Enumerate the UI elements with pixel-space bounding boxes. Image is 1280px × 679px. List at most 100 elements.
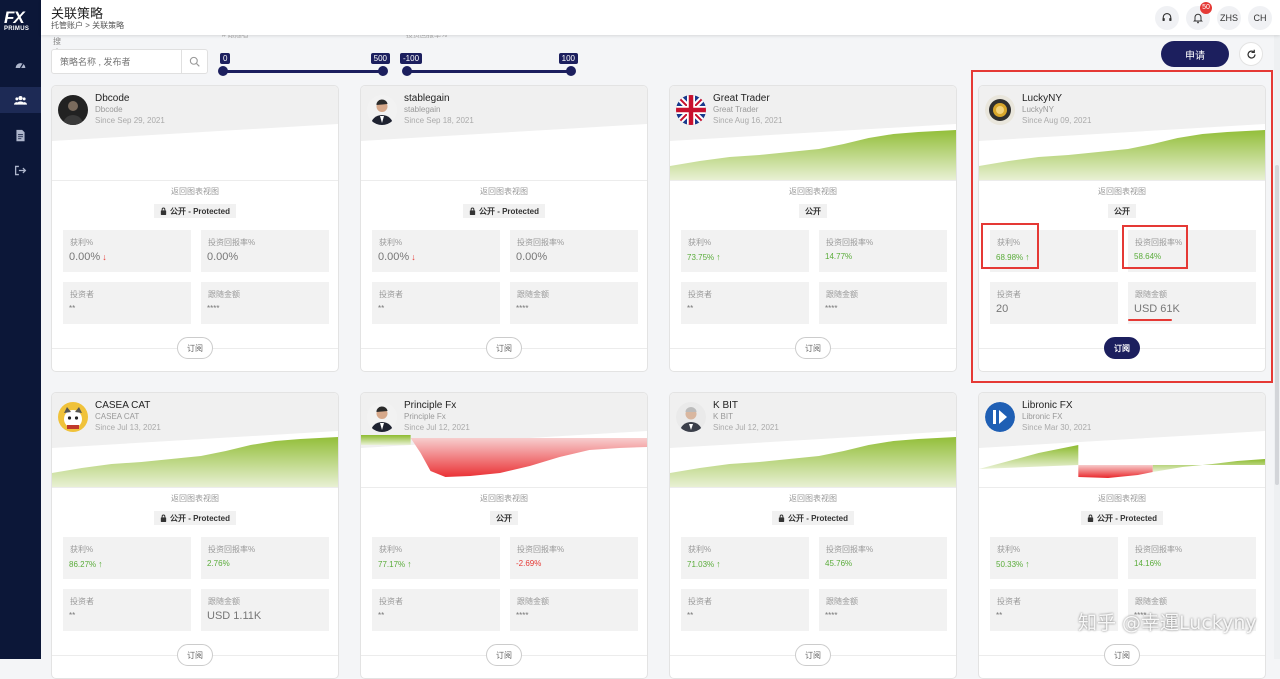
roi-value: 14.16% [1134, 559, 1162, 568]
notification-badge: 50 [1200, 2, 1212, 14]
slider-min-handle[interactable] [402, 66, 412, 76]
visibility-tag: 公开 - Protected [153, 511, 237, 525]
strategy-name[interactable]: stablegain [404, 93, 450, 104]
card-header-bg [979, 86, 1265, 141]
subscribe-button[interactable]: 订阅 [486, 337, 522, 359]
fxprimus-logo[interactable]: FX PRIMUS [4, 8, 38, 36]
profit-number: 73.75% [687, 253, 715, 262]
slider-min-handle[interactable] [218, 66, 228, 76]
refresh-button[interactable] [1239, 42, 1263, 66]
profit-label: 获利% [70, 545, 94, 554]
back-to-chart-link[interactable]: 返回图表视图 [171, 494, 219, 503]
roi-slider[interactable]: 投资回报率% -100 100 [400, 32, 578, 76]
strategy-since: Since Sep 29, 2021 [95, 116, 165, 125]
refresh-icon [1247, 49, 1256, 59]
search-icon[interactable] [181, 50, 207, 73]
strategy-card[interactable]: Principle Fx Principle Fx Since Jul 12, … [360, 392, 648, 679]
strategy-card[interactable]: stablegain stablegain Since Sep 18, 2021… [360, 85, 648, 372]
breadcrumb[interactable]: 托管账户 > 关联策略 [51, 21, 125, 30]
profit-number: 0.00% [378, 251, 410, 263]
strategy-name[interactable]: LuckyNY [1022, 93, 1063, 104]
visibility-tag: 公开 - Protected [153, 204, 237, 218]
performance-chart[interactable] [670, 124, 956, 181]
subscribe-button[interactable]: 订阅 [177, 337, 213, 359]
visibility-tag: 公开 [490, 511, 518, 525]
logo-fx: FX [4, 8, 25, 27]
strategy-since: Since Jul 12, 2021 [404, 423, 470, 432]
subscribe-button[interactable]: 订阅 [486, 644, 522, 666]
strategy-avatar[interactable] [367, 402, 397, 432]
strategy-name[interactable]: Libronic FX [1022, 400, 1073, 411]
subscribe-button[interactable]: 订阅 [795, 337, 831, 359]
search-input[interactable] [52, 50, 180, 73]
strategy-card[interactable]: Dbcode Dbcode Since Sep 29, 2021 返回图表视图 … [51, 85, 339, 372]
logout-icon[interactable] [0, 157, 41, 183]
page-scrollbar[interactable] [1274, 35, 1280, 659]
strategy-name[interactable]: Great Trader [713, 93, 770, 104]
profit-stat: 获利% 71.03% ↑ [681, 537, 809, 579]
strategy-avatar[interactable] [985, 402, 1015, 432]
highlight-box-profit [981, 223, 1039, 269]
strategy-card[interactable]: K BIT K BIT Since Jul 12, 2021 返回图表视图 公开… [669, 392, 957, 679]
users-icon[interactable] [0, 87, 41, 113]
back-to-chart-link[interactable]: 返回图表视图 [171, 187, 219, 196]
strategy-name[interactable]: K BIT [713, 400, 739, 411]
back-to-chart-link[interactable]: 返回图表视图 [789, 187, 837, 196]
user-photo-avatar [367, 402, 397, 432]
strategy-avatar[interactable] [985, 95, 1015, 125]
language-button[interactable]: ZHS [1217, 6, 1241, 30]
strategy-card[interactable]: LuckyNY LuckyNY Since Aug 09, 2021 返回图表视… [978, 85, 1266, 372]
strategy-avatar[interactable] [58, 95, 88, 125]
scrollbar-thumb[interactable] [1275, 165, 1279, 485]
lock-icon [160, 207, 167, 215]
profit-value: 0.00% ↓ [69, 251, 107, 263]
performance-chart[interactable] [979, 124, 1265, 181]
back-to-chart-link[interactable]: 返回图表视图 [1098, 187, 1146, 196]
profit-number: 50.33% [996, 560, 1024, 569]
profit-value: 86.27% ↑ [69, 559, 103, 569]
notifications-button[interactable]: 50 [1186, 2, 1212, 30]
back-to-chart-link[interactable]: 返回图表视图 [480, 187, 528, 196]
performance-chart[interactable] [979, 431, 1265, 488]
document-icon[interactable] [0, 122, 41, 148]
strategy-card[interactable]: Great Trader Great Trader Since Aug 16, … [669, 85, 957, 372]
strategy-avatar[interactable] [58, 402, 88, 432]
strategy-card[interactable]: CASEA CAT CASEA CAT Since Jul 13, 2021 返… [51, 392, 339, 679]
back-to-chart-link[interactable]: 返回图表视图 [789, 494, 837, 503]
subscribe-button[interactable]: 订阅 [177, 644, 213, 666]
lock-icon [1087, 514, 1094, 522]
strategy-avatar[interactable] [367, 95, 397, 125]
investors-value: ** [687, 304, 694, 313]
lock-icon [160, 514, 167, 522]
back-to-chart-link[interactable]: 返回图表视图 [480, 494, 528, 503]
performance-chart[interactable] [670, 431, 956, 488]
followers-slider[interactable]: # 跟随者 0 500 [218, 32, 390, 76]
slider-max-handle[interactable] [566, 66, 576, 76]
apply-button[interactable]: 申请 [1161, 41, 1229, 67]
strategy-card[interactable]: Libronic FX Libronic FX Since Mar 30, 20… [978, 392, 1266, 679]
follow-amount-label: 跟随金额 [517, 290, 549, 299]
roi-label: 投资回报率% [1135, 545, 1183, 554]
dashboard-icon[interactable] [0, 52, 41, 78]
strategy-name[interactable]: Principle Fx [404, 400, 457, 411]
strategy-avatar[interactable] [676, 402, 706, 432]
follow-amount-stat: 跟随金额 **** [819, 282, 947, 324]
follow-amount-stat: 跟随金额 **** [510, 282, 638, 324]
strategy-name[interactable]: CASEA CAT [95, 400, 151, 411]
investors-label: 投资者 [379, 290, 403, 299]
roi-label: 投资回报率% [517, 238, 565, 247]
performance-chart[interactable] [52, 431, 338, 488]
subscribe-button[interactable]: 订阅 [1104, 337, 1140, 359]
strategy-since: Since Aug 09, 2021 [1022, 116, 1092, 125]
strategy-name[interactable]: Dbcode [95, 93, 130, 104]
profit-value: 0.00% ↓ [378, 251, 416, 263]
back-to-chart-link[interactable]: 返回图表视图 [1098, 494, 1146, 503]
performance-chart[interactable] [361, 431, 647, 488]
slider-max-handle[interactable] [378, 66, 388, 76]
support-button[interactable] [1155, 6, 1179, 30]
investors-value: ** [69, 304, 76, 313]
subscribe-button[interactable]: 订阅 [795, 644, 831, 666]
user-avatar[interactable]: CH [1248, 6, 1272, 30]
subscribe-button[interactable]: 订阅 [1104, 644, 1140, 666]
strategy-avatar[interactable] [676, 95, 706, 125]
